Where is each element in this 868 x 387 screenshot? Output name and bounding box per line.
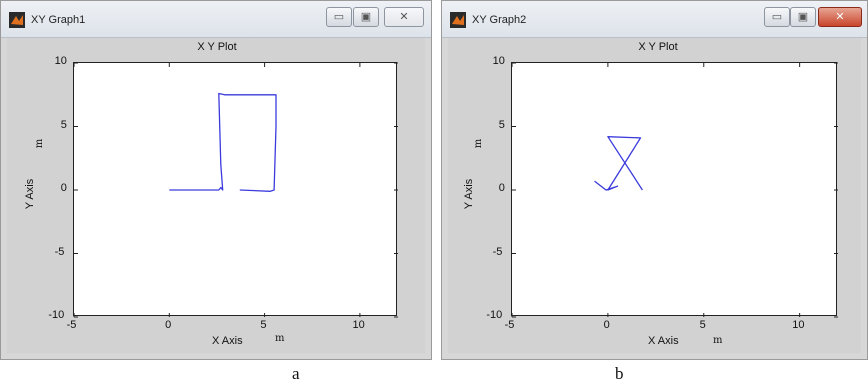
y-tick-label: 5	[60, 118, 67, 131]
y-axis-label: Y Axis	[463, 178, 476, 210]
y-axis-unit: m	[34, 138, 46, 149]
x-axis-unit: m	[275, 333, 285, 344]
plot-panel: X Y Plot Y Axis m X Axis m -5 0 5 10 10 5 0 -5-…	[448, 38, 861, 353]
plot-svg	[73, 62, 398, 318]
xy-graph1-window: XY Graph1 ▭ ▣ ✕ X Y Plot Y Axis m X Axis…	[0, 0, 432, 360]
x-tick-label: 10	[352, 319, 365, 331]
plot-title: X Y Plot	[197, 41, 237, 53]
xy-graph2-window: XY Graph2 ▭ ▣ ✕ X Y Plot Y Axis m X Axis…	[441, 0, 868, 360]
x-tick-label: 5	[260, 319, 267, 331]
trajectory-line	[169, 92, 277, 192]
x-axis-label: X Axis	[648, 335, 679, 347]
close-button[interactable]: ✕	[818, 7, 862, 27]
x-tick-label: 0	[603, 319, 610, 331]
window-title: XY Graph1	[31, 14, 86, 26]
y-tick-label: 5	[498, 118, 505, 131]
plot-axes[interactable]	[73, 62, 398, 318]
title-bar[interactable]: XY Graph1 ▭ ▣ ✕	[1, 1, 431, 38]
y-tick-label: 0	[60, 182, 67, 194]
x-tick-label: -5	[66, 319, 77, 331]
y-tick-label: -10	[48, 309, 65, 321]
window-title: XY Graph2	[472, 14, 527, 26]
x-tick-label: 10	[792, 319, 805, 331]
y-tick-label: 0	[498, 182, 505, 194]
minimize-button[interactable]: ▭	[326, 7, 352, 27]
y-axis-unit: m	[473, 138, 485, 149]
y-tick-label: 10	[492, 55, 505, 67]
y-tick-label: -5	[54, 245, 65, 258]
caption-a: a	[292, 364, 300, 383]
y-tick-label: -5	[492, 245, 503, 258]
maximize-button[interactable]: ▣	[353, 7, 379, 27]
x-tick-label: 0	[165, 319, 172, 331]
y-axis-label: Y Axis	[24, 178, 37, 210]
x-axis-unit: m	[713, 335, 723, 346]
plot-svg	[511, 62, 838, 318]
matlab-icon	[9, 12, 25, 28]
caption-b: b	[615, 364, 624, 383]
y-tick-label: -10	[486, 309, 503, 321]
x-tick-label: 5	[699, 319, 706, 331]
x-axis-label: X Axis	[212, 335, 243, 347]
trajectory-line	[594, 136, 643, 191]
maximize-button[interactable]: ▣	[790, 7, 816, 27]
minimize-button[interactable]: ▭	[764, 7, 790, 27]
close-button[interactable]: ✕	[384, 7, 424, 27]
plot-axes[interactable]	[511, 62, 838, 318]
plot-panel: X Y Plot Y Axis m X Axis m -5 0 5 10 10 5 0 -5-…	[7, 38, 425, 353]
title-bar[interactable]: XY Graph2 ▭ ▣ ✕	[442, 1, 867, 38]
x-tick-label: -5	[504, 319, 515, 331]
y-tick-label: 10	[54, 55, 67, 67]
matlab-icon	[450, 12, 466, 28]
plot-title: X Y Plot	[638, 41, 678, 53]
